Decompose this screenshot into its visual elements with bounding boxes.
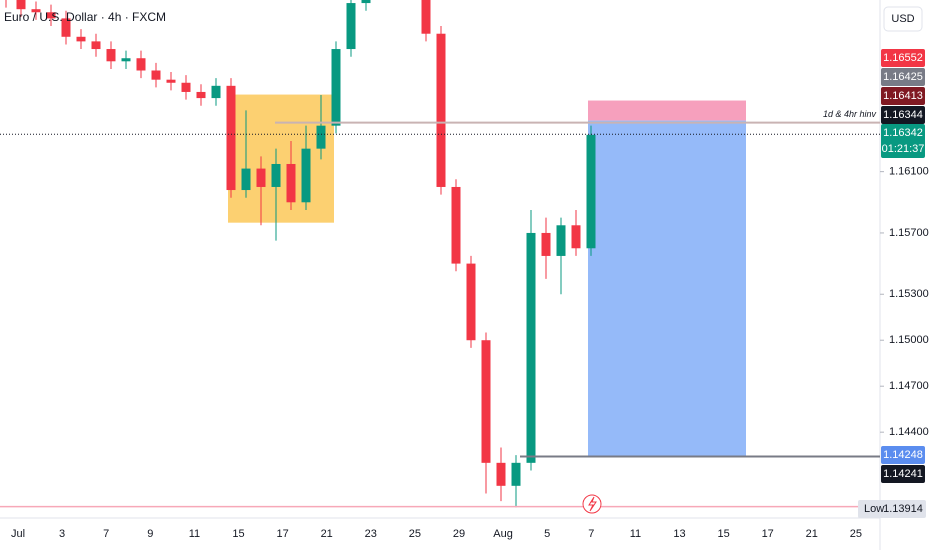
- candle-body: [346, 3, 356, 50]
- price-label: 1.16413: [883, 90, 923, 102]
- event-icon[interactable]: [582, 494, 602, 514]
- x-tick-label: 11: [630, 528, 641, 540]
- price-label: 1.16344: [883, 109, 923, 121]
- candle-body: [31, 9, 41, 13]
- x-tick-label: 11: [189, 528, 200, 540]
- candle-body: [196, 91, 206, 99]
- candle-body: [496, 462, 506, 486]
- x-tick-label: 9: [147, 528, 153, 540]
- currency-button[interactable]: [883, 6, 923, 32]
- candle-body: [586, 134, 596, 249]
- low-value: 1.13914: [883, 503, 923, 515]
- x-tick-label: 21: [806, 528, 818, 540]
- countdown-label: 01:21:37: [882, 143, 925, 155]
- candle-body: [451, 186, 461, 264]
- candle-body: [421, 0, 431, 34]
- price-label: 1.14241: [883, 468, 923, 480]
- annotation: 1d & 4hr hinv: [823, 109, 877, 119]
- candle-body: [166, 79, 176, 83]
- chart-title: Euro / U.S. Dollar · 4h · FXCM: [4, 10, 166, 24]
- candle-body: [151, 70, 161, 80]
- x-tick-label: 7: [103, 528, 109, 540]
- x-tick-label: 15: [717, 528, 729, 540]
- price-label-bg: [881, 68, 925, 86]
- y-tick-label: 1.14700: [889, 380, 929, 392]
- candle-body: [91, 41, 101, 50]
- candle-body: [271, 163, 281, 187]
- zone: [588, 100, 746, 121]
- x-tick-label: 5: [544, 528, 550, 540]
- x-tick-label: Aug: [493, 528, 513, 540]
- price-label: 1.14248: [883, 449, 923, 461]
- candle-body: [466, 263, 476, 341]
- price-label: 1.16552: [883, 52, 923, 64]
- x-tick-label: 25: [409, 528, 421, 540]
- y-tick-label: 1.16100: [889, 166, 929, 178]
- candle-body: [526, 232, 536, 463]
- x-tick-label: 17: [276, 528, 288, 540]
- candle-body: [331, 49, 341, 126]
- y-tick-label: 1.15700: [889, 227, 929, 239]
- candle-body: [481, 340, 491, 463]
- x-tick-label: 17: [762, 528, 774, 540]
- x-tick-label: 25: [850, 528, 862, 540]
- y-tick-label: 1.15300: [889, 288, 929, 300]
- price-label-bg: [881, 124, 925, 158]
- candle-body: [181, 82, 191, 92]
- candle-body: [106, 49, 116, 62]
- candle-body: [556, 225, 566, 256]
- x-tick-label: 21: [321, 528, 333, 540]
- candle-body: [256, 168, 266, 187]
- candle-body: [241, 168, 251, 191]
- candle-body: [61, 18, 71, 37]
- candle-body: [511, 462, 521, 486]
- price-label: 1.16425: [883, 71, 923, 83]
- candle-body: [76, 36, 86, 42]
- x-tick-label: Jul: [11, 528, 25, 540]
- candle-body: [226, 85, 236, 191]
- price-label-bg: [881, 49, 925, 67]
- candle-body: [136, 58, 146, 71]
- plot-area: [5, 0, 746, 508]
- candle-body: [541, 232, 551, 256]
- x-tick-label: 15: [232, 528, 244, 540]
- x-tick-label: 23: [365, 528, 377, 540]
- price-label-bg: [881, 87, 925, 105]
- candle-body: [436, 33, 446, 187]
- price-label-bg: [881, 106, 925, 124]
- candle-body: [286, 163, 296, 203]
- low-label-bg: [858, 500, 926, 518]
- candle-body: [211, 85, 221, 99]
- y-tick-label: 1.14400: [889, 426, 929, 438]
- x-tick-label: 3: [59, 528, 65, 540]
- lightning-glyph: [588, 496, 597, 512]
- x-tick-label: 13: [673, 528, 685, 540]
- zone: [228, 94, 334, 223]
- y-tick-label: 1.15000: [889, 334, 929, 346]
- candle-body: [361, 0, 371, 4]
- candle-body: [46, 12, 56, 19]
- currency-label[interactable]: USD: [891, 13, 914, 25]
- overlay: 1.16100 1.15700 1.15300 1.15000 1.14700 1.144…: [0, 49, 929, 540]
- zone: [588, 120, 746, 457]
- candle-body: [316, 125, 326, 149]
- candle-body: [16, 0, 26, 10]
- x-tick-label: 7: [588, 528, 594, 540]
- low-label: Low: [864, 503, 884, 515]
- candle-body: [121, 58, 131, 62]
- x-tick-label: 29: [453, 528, 465, 540]
- price-label-bg: [881, 446, 925, 464]
- price-label: 1.16342: [883, 127, 923, 139]
- price-label-bg: [881, 465, 925, 483]
- candle-body: [571, 225, 581, 249]
- candle-body: [301, 148, 311, 203]
